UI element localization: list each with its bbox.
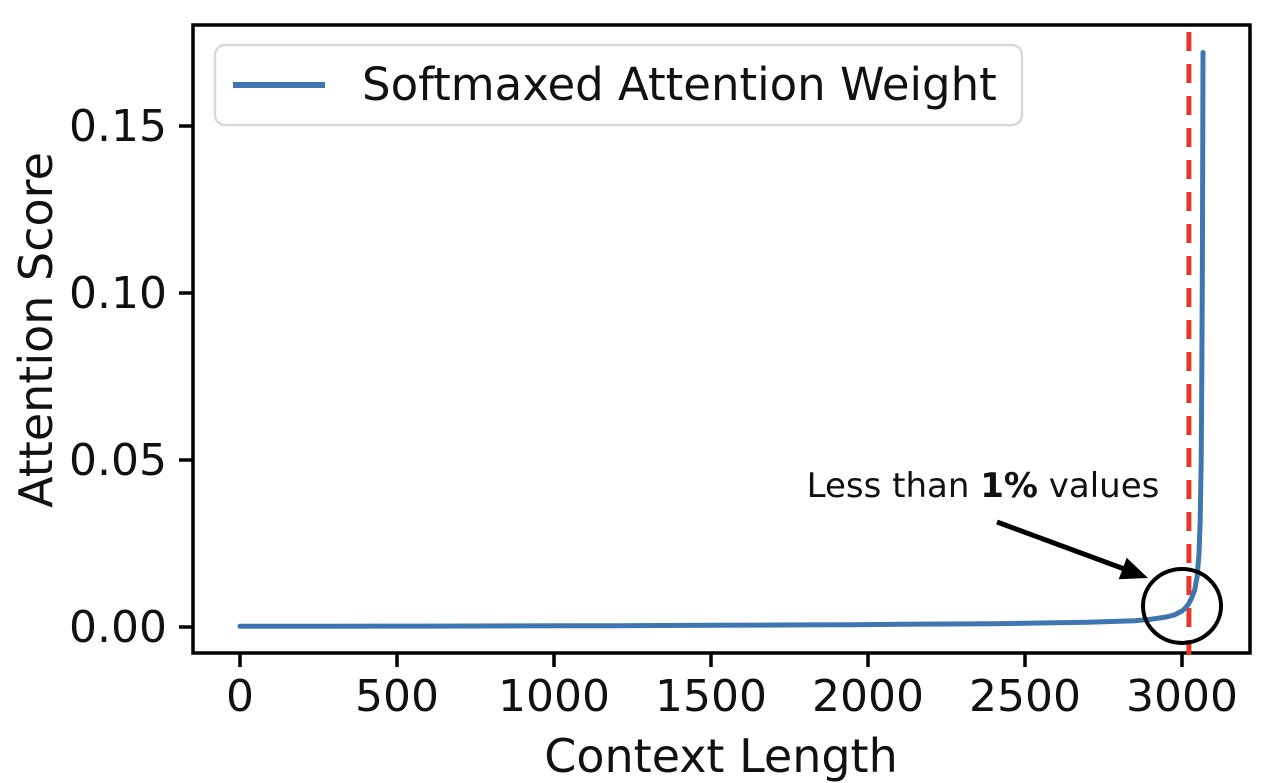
annotation-text-suffix: values (1038, 466, 1159, 506)
x-tick-label: 2000 (812, 671, 924, 722)
y-tick-label: 0.15 (69, 101, 167, 152)
legend-box (213, 43, 1024, 127)
y-tick-label: 0.00 (69, 602, 167, 653)
x-tick-label: 500 (355, 671, 439, 722)
y-axis-label: Attention Score (9, 152, 63, 508)
x-axis-ticks: 0 500 1000 1500 2000 2500 3000 (226, 653, 1238, 722)
y-tick-label: 0.10 (69, 268, 167, 319)
annotation-text-prefix: Less than (807, 466, 981, 506)
x-tick-label: 3000 (1126, 671, 1238, 722)
annotation-arrow-head-icon (1118, 557, 1148, 580)
y-tick-label: 0.05 (69, 435, 167, 486)
attention-weight-line (237, 50, 1206, 629)
annotation-text: Less than 1% values (807, 466, 1160, 506)
y-axis-ticks: 0.00 0.05 0.10 0.15 (69, 101, 193, 653)
x-tick-label: 2500 (969, 671, 1081, 722)
x-tick-label: 1500 (655, 671, 767, 722)
annotation-arrow-shaft (996, 519, 1124, 571)
x-tick-label: 1000 (498, 671, 610, 722)
x-axis-label: Context Length (544, 729, 898, 783)
annotation-text-bold: 1% (980, 466, 1038, 506)
legend: Softmaxed Attention Weight (213, 43, 1024, 127)
highlight-circle (1141, 566, 1223, 645)
legend-entry-label: Softmaxed Attention Weight (362, 58, 997, 111)
x-tick-label: 0 (226, 671, 254, 722)
